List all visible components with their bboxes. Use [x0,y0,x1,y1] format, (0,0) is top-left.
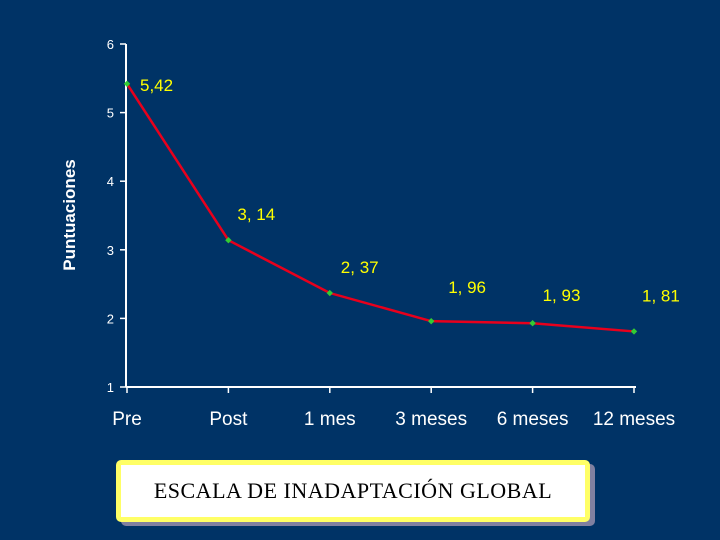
y-axis-label: Puntuaciones [60,159,79,270]
y-tick-label: 6 [107,37,114,52]
x-axis: Pre Post 1 mes 3 meses 6 meses 12 meses [112,386,675,430]
x-tick-label: 1 mes [304,409,356,430]
y-tick-label: 2 [107,311,114,326]
data-label-group: 5,42 3, 14 2, 37 1, 96 1, 93 1, 81 [140,76,680,306]
data-point-marker [428,317,435,325]
chart-caption: ESCALA DE INADAPTACIÓN GLOBAL [153,478,553,503]
data-point-marker [326,289,333,297]
data-label: 1, 81 [642,286,680,305]
x-tick-label: 12 meses [593,409,675,430]
series-line-group [123,80,638,335]
y-tick-label: 3 [107,243,114,258]
x-tick-label: Post [209,409,248,430]
series-line [125,83,635,333]
data-point-marker [630,328,638,335]
y-axis: 1 2 3 4 5 6 [107,37,127,395]
data-label: 5,42 [140,76,173,95]
data-point-marker [225,236,232,244]
x-tick-label: 6 meses [497,409,569,430]
chart-caption-box: ESCALA DE INADAPTACIÓN GLOBAL [116,460,590,522]
data-point-marker [123,80,131,87]
data-label: 1, 96 [448,278,486,297]
data-point-marker [529,320,536,327]
y-tick-label: 1 [107,380,114,395]
x-tick-label: Pre [112,409,142,430]
data-label: 1, 93 [543,286,581,305]
y-tick-label: 4 [107,174,114,189]
y-tick-label: 5 [107,106,114,121]
data-label: 3, 14 [237,205,275,224]
data-label: 2, 37 [341,258,379,277]
x-tick-label: 3 meses [395,409,467,430]
